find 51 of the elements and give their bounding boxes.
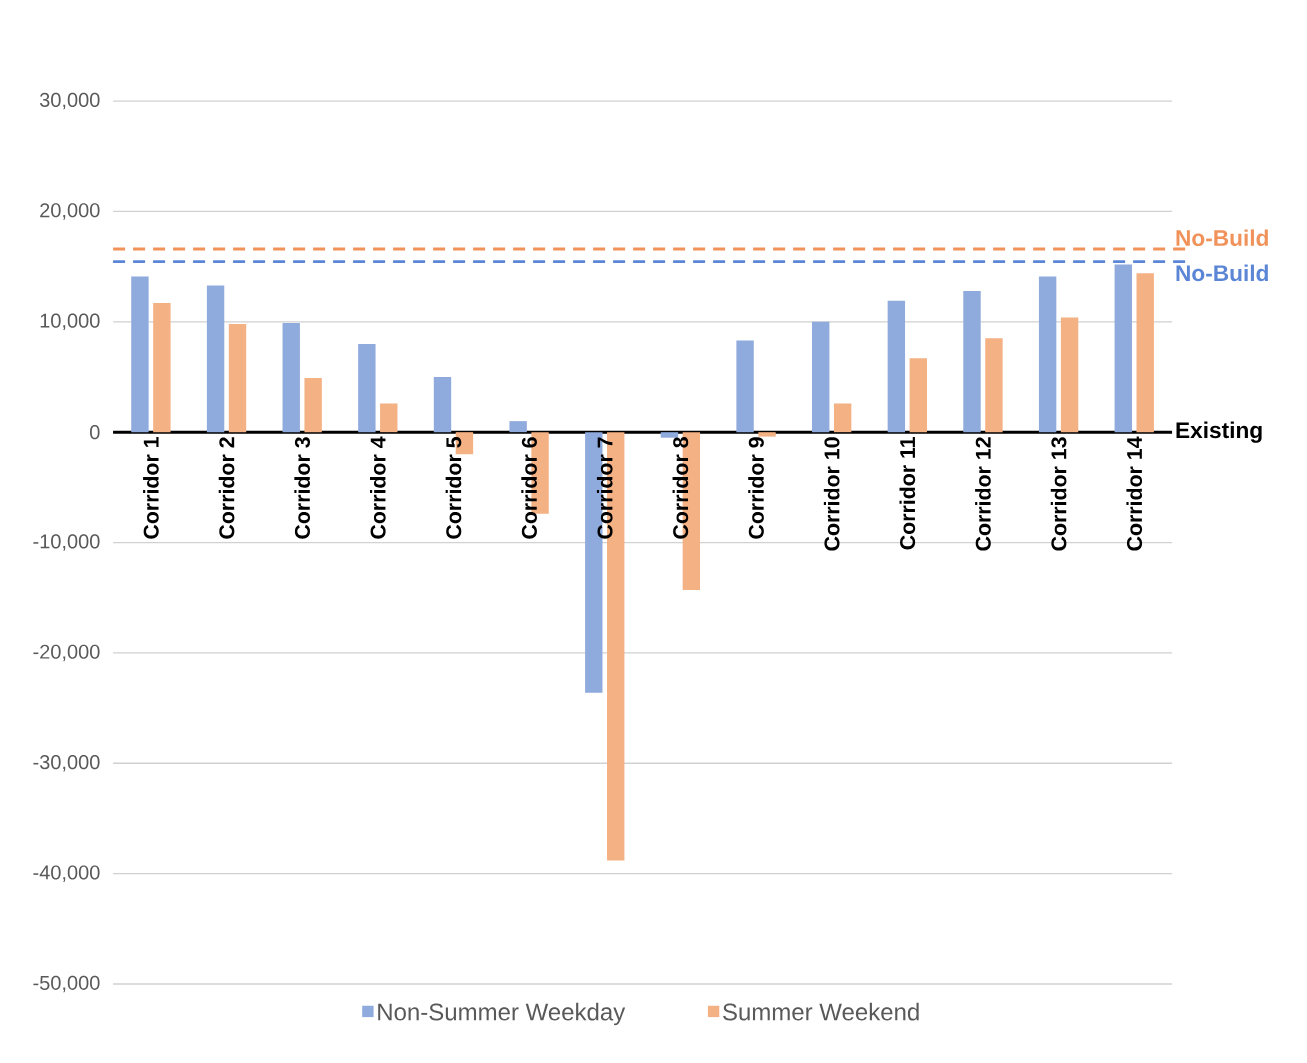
ref-line-label: No-Build (1176, 229, 1268, 247)
legend-label: Summer Weekend (723, 1002, 919, 1021)
y-tick-label: -20,000 (33, 644, 100, 662)
bar (963, 290, 981, 433)
bar (509, 421, 527, 433)
x-tick-label: Corridor 2 (218, 437, 235, 539)
bar (887, 300, 906, 433)
bar (833, 403, 852, 433)
y-tick-label: 0 (90, 425, 100, 440)
y-tick-label: 20,000 (40, 203, 100, 220)
bar (282, 322, 300, 433)
x-tick-label: Corridor 12 (975, 437, 991, 551)
y-tick-label: -30,000 (33, 755, 100, 772)
bar (909, 358, 927, 433)
bar (758, 432, 776, 437)
x-tick-label: Corridor 8 (672, 437, 689, 539)
x-tick-label: Corridor 4 (370, 436, 386, 539)
bar (433, 377, 452, 433)
bar (1038, 276, 1057, 433)
bar (660, 432, 679, 438)
x-tick-label: Corridor 7 (596, 437, 613, 539)
y-tick-label: -50,000 (33, 975, 100, 993)
text: Existing (1176, 421, 1262, 443)
legend-label: Non-Summer Weekday (378, 1002, 626, 1026)
bar (1136, 273, 1154, 433)
y-tick-label: 10,000 (40, 313, 100, 331)
x-tick-label: Corridor 3 (294, 437, 311, 539)
bar (358, 343, 376, 433)
x-tick-label: Corridor 1 (143, 437, 159, 539)
bar (812, 321, 830, 433)
bar (736, 340, 754, 433)
bar (153, 303, 171, 433)
y-tick-label: -10,000 (33, 534, 100, 551)
y-tick-label: 30,000 (39, 92, 100, 110)
bar (206, 285, 225, 433)
y-tick-label: -40,000 (33, 865, 100, 882)
bar (1114, 264, 1132, 433)
ref-line-label: No-Build (1176, 264, 1268, 282)
x-tick-label: Corridor 9 (748, 437, 764, 539)
bar (1060, 317, 1079, 433)
bar (131, 276, 149, 433)
x-tick-label: Corridor 5 (445, 437, 462, 539)
bar (304, 378, 322, 433)
x-tick-label: Corridor 13 (1050, 437, 1067, 551)
bar (228, 324, 247, 433)
bar (380, 403, 398, 433)
x-tick-label: Corridor 11 (899, 437, 916, 550)
x-tick-label: Corridor 6 (521, 437, 537, 539)
x-tick-label: Corridor 14 (1126, 436, 1143, 551)
x-tick-label: Corridor 10 (823, 437, 840, 551)
bar (985, 338, 1003, 433)
